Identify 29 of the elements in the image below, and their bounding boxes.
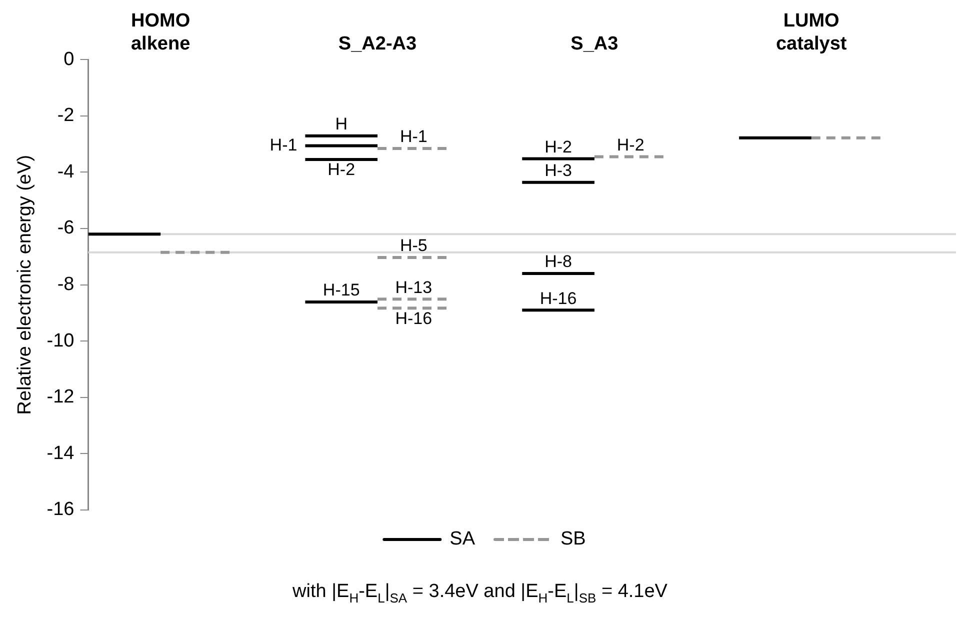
data-label: H-5 — [400, 236, 428, 256]
y-tick-label: 0 — [64, 48, 74, 70]
data-label: H-16 — [395, 308, 432, 328]
data-label: H-1 — [400, 127, 428, 146]
legend-label: SB — [560, 528, 586, 550]
x-tick-label: LUMO catalyst — [776, 10, 848, 54]
y-tick-label: -12 — [46, 386, 74, 408]
data-label: H-1 — [270, 135, 298, 154]
y-tick-label: -8 — [57, 274, 74, 296]
y-tick-label: -16 — [46, 499, 74, 520]
data-label: H — [335, 114, 348, 134]
y-tick-label: -10 — [46, 330, 74, 352]
x-tick-label: S_A3 — [570, 33, 618, 54]
data-label: H-2 — [616, 135, 644, 154]
y-tick-label: -6 — [57, 218, 74, 239]
y-tick-label: -4 — [57, 161, 75, 182]
legend-label: SA — [450, 528, 476, 550]
y-tick-label: -14 — [46, 442, 75, 464]
data-label: H-13 — [395, 278, 432, 297]
data-label: H-15 — [322, 280, 360, 300]
x-tick-label: S_A2-A3 — [338, 33, 417, 54]
y-tick-label: -2 — [57, 105, 74, 126]
x-tick-label: HOMO alkene — [130, 10, 190, 54]
data-label: H-16 — [540, 288, 577, 308]
y-axis-title: Relative electronic energy (eV) — [14, 154, 36, 415]
data-label: H-2 — [328, 160, 356, 180]
data-label: H-2 — [544, 137, 572, 156]
data-label: H-3 — [544, 161, 572, 180]
data-label: H-8 — [544, 252, 572, 272]
